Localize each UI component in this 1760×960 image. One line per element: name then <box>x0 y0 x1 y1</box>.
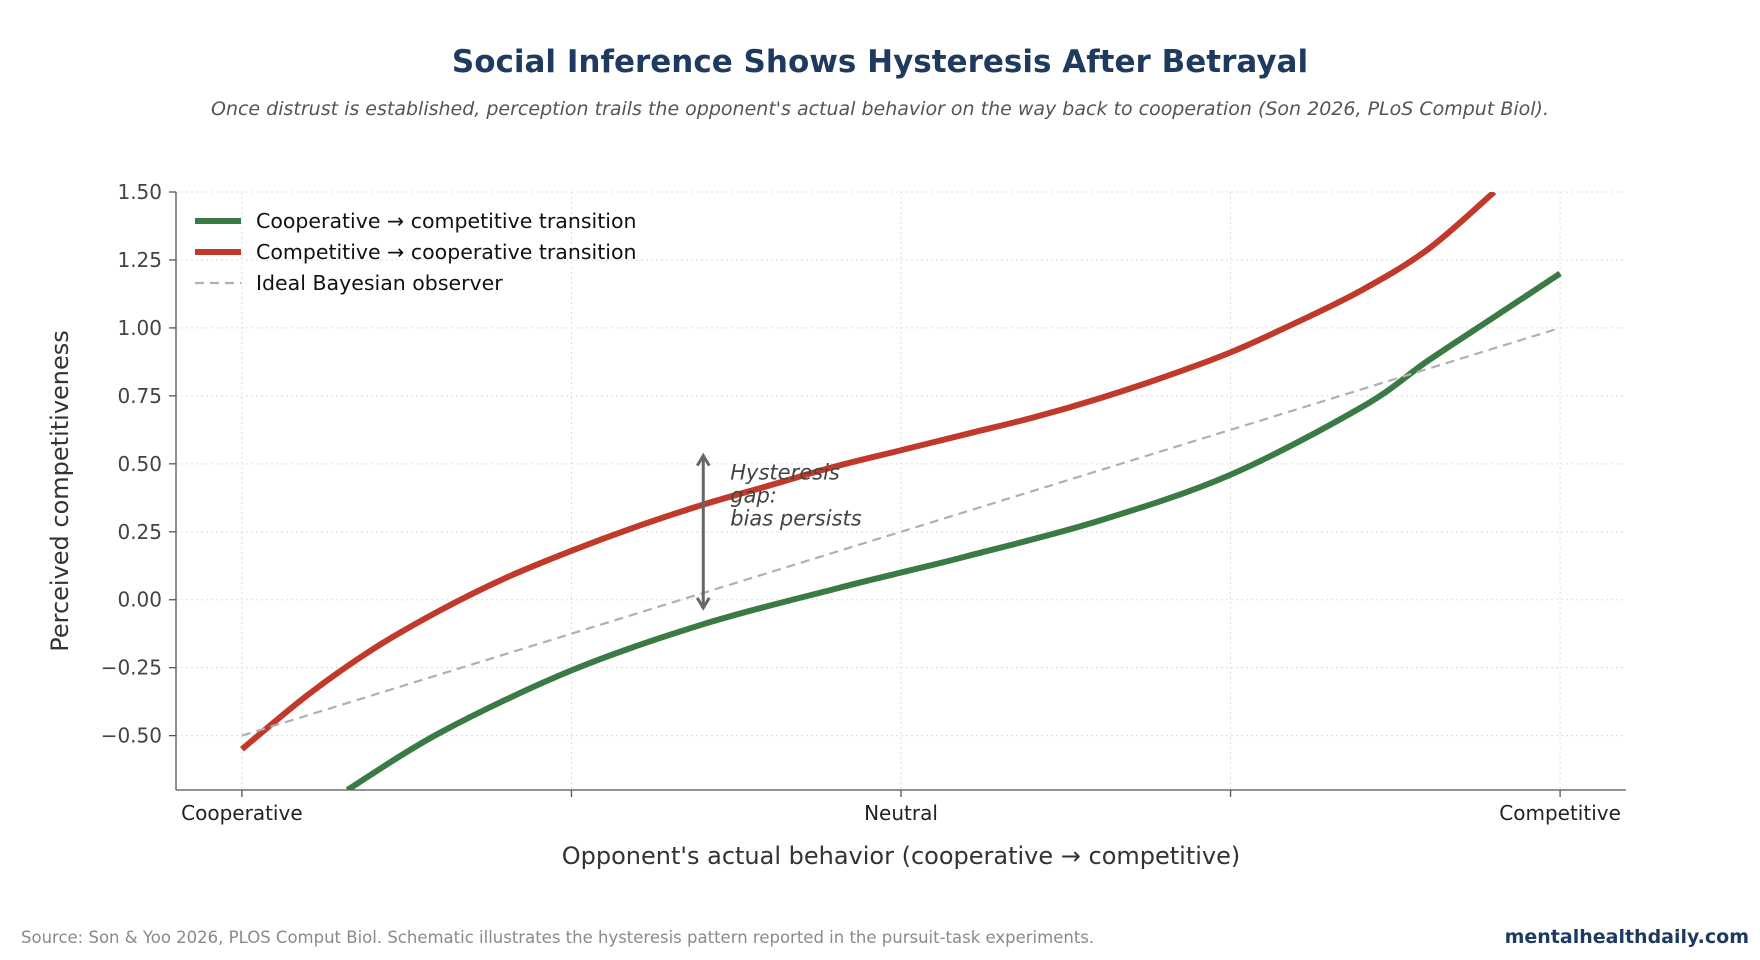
chart-title: Social Inference Shows Hysteresis After … <box>451 44 1309 80</box>
legend: Cooperative → competitive transition Comp… <box>195 209 637 295</box>
legend-label: Ideal Bayesian observer <box>256 271 503 295</box>
series-line-ideal-observer <box>241 326 1561 737</box>
hysteresis-annotation-text: gap: <box>730 484 777 508</box>
legend-label: Competitive → cooperative transition <box>256 240 637 264</box>
chart-subtitle: Once distrust is established, perception… <box>210 98 1549 120</box>
arrow-down-icon <box>695 597 711 611</box>
y-tick-label: 0.00 <box>117 588 162 612</box>
footer-source: Source: Son & Yoo 2026, PLOS Comput Biol… <box>21 928 1095 947</box>
y-tick-label: −0.50 <box>101 724 162 748</box>
arrow-up-icon <box>695 452 711 467</box>
x-tick-label: Neutral <box>864 801 938 825</box>
legend-label: Cooperative → competitive transition <box>256 209 637 233</box>
y-tick-label: 1.25 <box>117 248 162 272</box>
x-tick-label: Cooperative <box>181 801 302 825</box>
series-line-comp-to-coop <box>240 192 1497 752</box>
y-tick-label: 0.50 <box>117 452 162 476</box>
grid <box>176 191 1626 790</box>
y-tick-label: 0.25 <box>117 520 162 544</box>
y-tick-label: 1.50 <box>117 180 162 204</box>
axes: 1.50 1.25 1.00 0.75 0.50 0.25 0.00 −0.25 −0.50 Co… <box>101 180 1626 825</box>
hysteresis-annotation-text: bias persists <box>730 507 861 531</box>
y-tick-label: −0.25 <box>101 656 162 680</box>
y-tick-label: 1.00 <box>117 316 162 340</box>
hysteresis-annotation-text: Hysteresis <box>730 461 840 485</box>
y-axis-label: Perceived competitiveness <box>46 330 74 652</box>
x-tick-label: Competitive <box>1499 801 1621 825</box>
series-line-coop-to-comp <box>345 271 1562 790</box>
series-group <box>240 192 1562 790</box>
footer-brand: mentalhealthdaily.com <box>1504 926 1749 948</box>
x-axis-label: Opponent's actual behavior (cooperative … <box>562 842 1241 870</box>
y-tick-label: 0.75 <box>117 384 162 408</box>
